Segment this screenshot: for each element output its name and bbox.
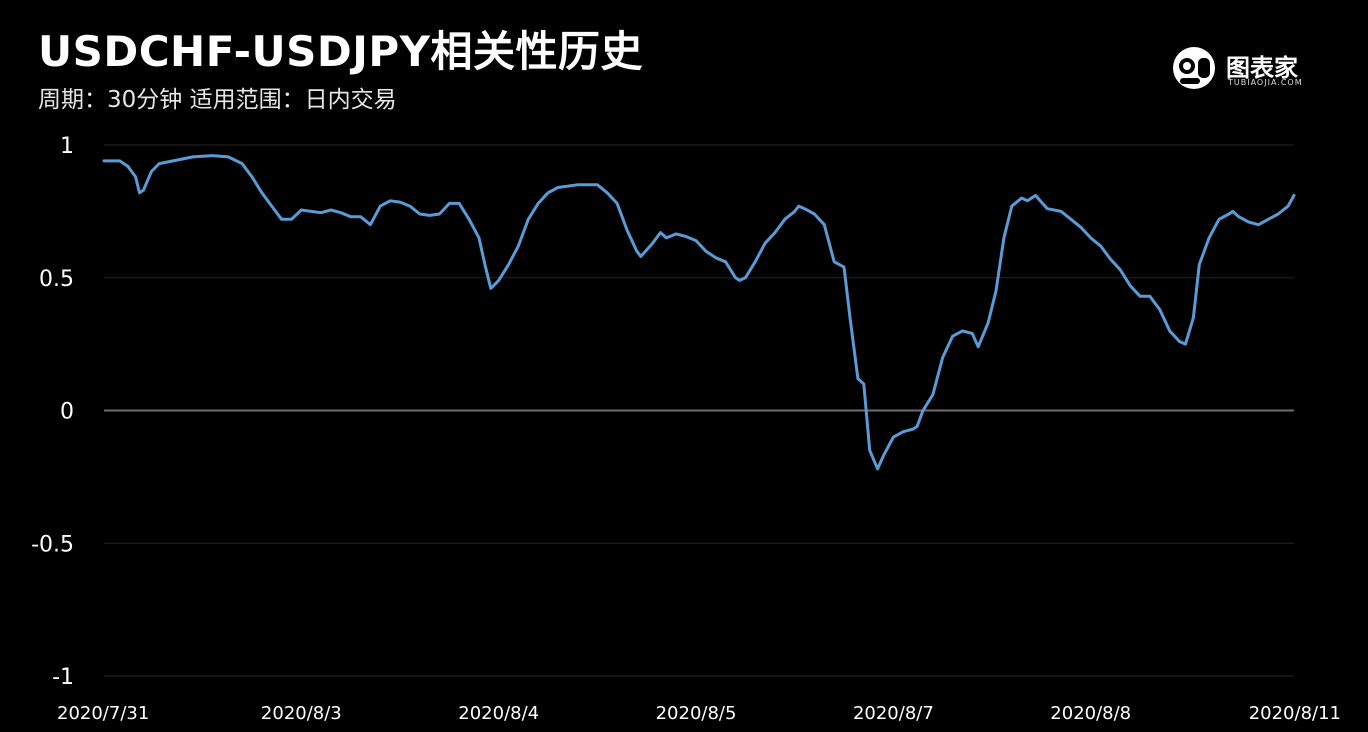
robot-head-icon	[1173, 47, 1215, 89]
chart-subtitle: 周期：30分钟 适用范围：日内交易	[38, 87, 397, 113]
x-tick-label: 2020/7/31	[57, 703, 149, 724]
y-tick-label: 0.5	[39, 267, 74, 292]
y-tick-label: 1	[60, 134, 74, 159]
chart-title: USDCHF-USDJPY相关性历史	[38, 27, 644, 76]
y-tick-label: -1	[52, 665, 74, 690]
x-tick-label: 2020/8/7	[853, 703, 934, 724]
logo-subtitle: TUBIAOJIA.COM	[1228, 78, 1303, 87]
y-axis-labels: 1 0.5 0 -0.5 -1	[31, 134, 74, 690]
x-tick-label: 2020/8/8	[1050, 703, 1131, 724]
x-axis-labels: 2020/7/31 2020/8/3 2020/8/4 2020/8/5 2020/8/…	[57, 703, 1341, 724]
logo-name: 图表家	[1226, 54, 1298, 82]
y-tick-label: 0	[60, 400, 74, 425]
grid-lines	[104, 144, 1294, 677]
y-tick-label: -0.5	[31, 532, 74, 557]
series-line	[102, 154, 1296, 471]
x-tick-label: 2020/8/3	[261, 703, 342, 724]
x-tick-label: 2020/8/4	[458, 703, 539, 724]
x-tick-label: 2020/8/5	[656, 703, 737, 724]
brand-logo: 图表家 TUBIAOJIA.COM	[1170, 44, 1320, 92]
x-tick-label: 2020/8/11	[1249, 703, 1341, 724]
